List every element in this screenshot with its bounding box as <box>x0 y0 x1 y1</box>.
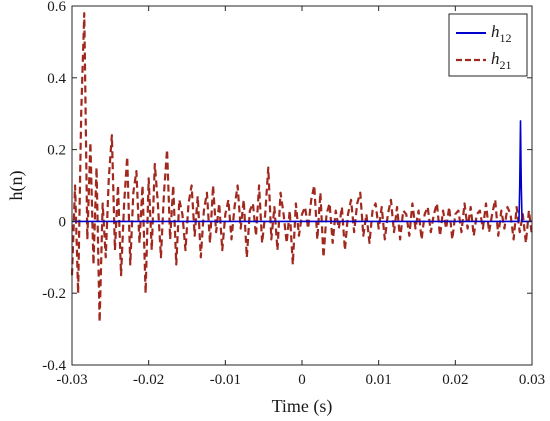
x-tick-label: -0.02 <box>133 372 164 388</box>
y-tick-label: -0.2 <box>42 286 66 302</box>
series-layer <box>70 12 534 324</box>
x-axis-title: Time (s) <box>272 396 333 417</box>
x-tick-label: 0.03 <box>519 372 545 388</box>
x-tick-label: 0.01 <box>366 372 392 388</box>
series-line-h21 <box>70 12 534 324</box>
legend-label-h21: h21 <box>491 49 512 72</box>
y-axis-title: h(n) <box>6 171 27 201</box>
x-tick-label: -0.03 <box>56 372 87 388</box>
y-tick-label: 0.4 <box>47 71 66 87</box>
y-tick-label: 0 <box>59 214 67 230</box>
x-tick-label: 0 <box>298 372 306 388</box>
axes-layer <box>71 5 533 366</box>
x-tick-label: -0.01 <box>210 372 241 388</box>
y-tick-label: -0.4 <box>42 358 66 374</box>
legend-box <box>448 13 528 77</box>
y-tick-label: 0.2 <box>47 143 66 159</box>
series-line-h12 <box>72 120 532 223</box>
legend-label-h12: h12 <box>491 22 512 45</box>
tick-labels: -0.03 -0.02 -0.01 0 0.01 0.02 0.03 -0.4 -0.2 0 0.2… <box>42 0 545 388</box>
y-tick-label: 0.6 <box>47 0 66 15</box>
x-tick-label: 0.02 <box>442 372 468 388</box>
